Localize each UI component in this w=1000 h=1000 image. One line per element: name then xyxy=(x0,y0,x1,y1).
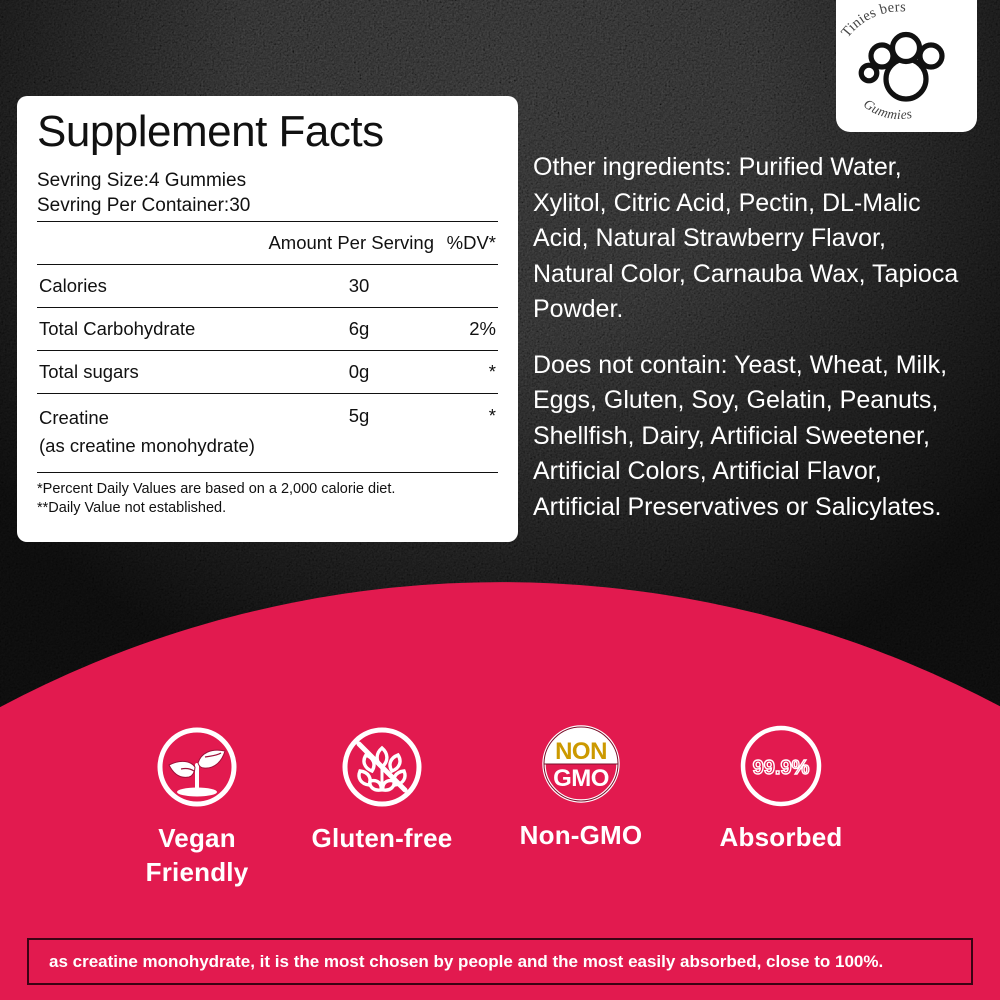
svg-text:99.9%: 99.9% xyxy=(753,757,810,779)
svg-text:GMO: GMO xyxy=(553,765,609,792)
svg-text:NON: NON xyxy=(555,738,607,765)
svg-text:Tinies bers: Tinies bers xyxy=(838,0,906,41)
